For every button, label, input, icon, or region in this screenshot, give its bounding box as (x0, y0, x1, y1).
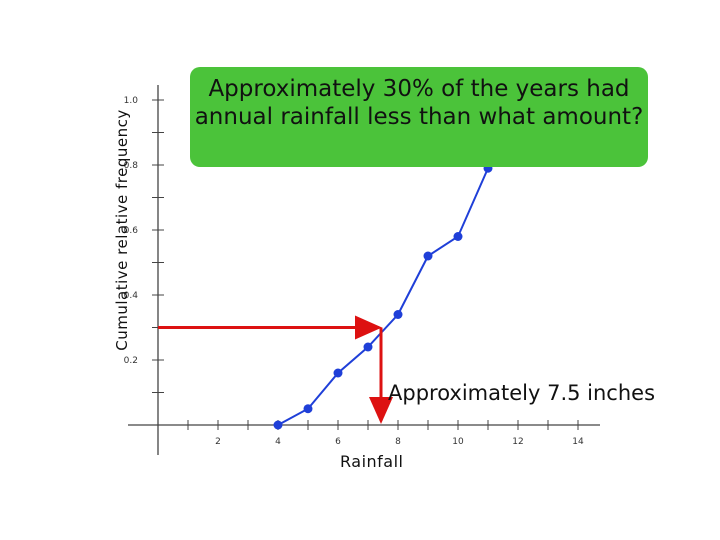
cumulative-frequency-line (277, 167, 489, 426)
y-tick-label: 0.6 (124, 226, 139, 236)
y-tick-label: 1.0 (124, 96, 139, 106)
x-tick-label: 4 (275, 437, 281, 447)
data-point (303, 404, 313, 414)
x-tick-label: 12 (512, 437, 523, 447)
x-axis-label: Rainfall (340, 452, 404, 471)
x-tick-label: 2 (215, 437, 221, 447)
y-axis-label: Cumulative relative frequency (113, 109, 131, 351)
y-tick-label: 0.2 (124, 356, 138, 366)
x-tick-label: 6 (335, 437, 341, 447)
y-tick-label: 0.8 (124, 161, 139, 171)
question-callout: Approximately 30% of the years had annua… (190, 67, 648, 167)
data-point (393, 310, 403, 319)
data-point (273, 420, 283, 430)
y-tick-label: 0.4 (124, 291, 139, 301)
x-tick-label: 8 (395, 437, 401, 447)
x-tick-label: 10 (452, 437, 464, 447)
data-point (333, 368, 343, 378)
answer-annotation: Approximately 7.5 inches (388, 381, 656, 405)
data-point (363, 342, 373, 352)
x-tick-label: 14 (572, 437, 584, 447)
data-point (453, 232, 463, 241)
data-point (423, 251, 433, 261)
